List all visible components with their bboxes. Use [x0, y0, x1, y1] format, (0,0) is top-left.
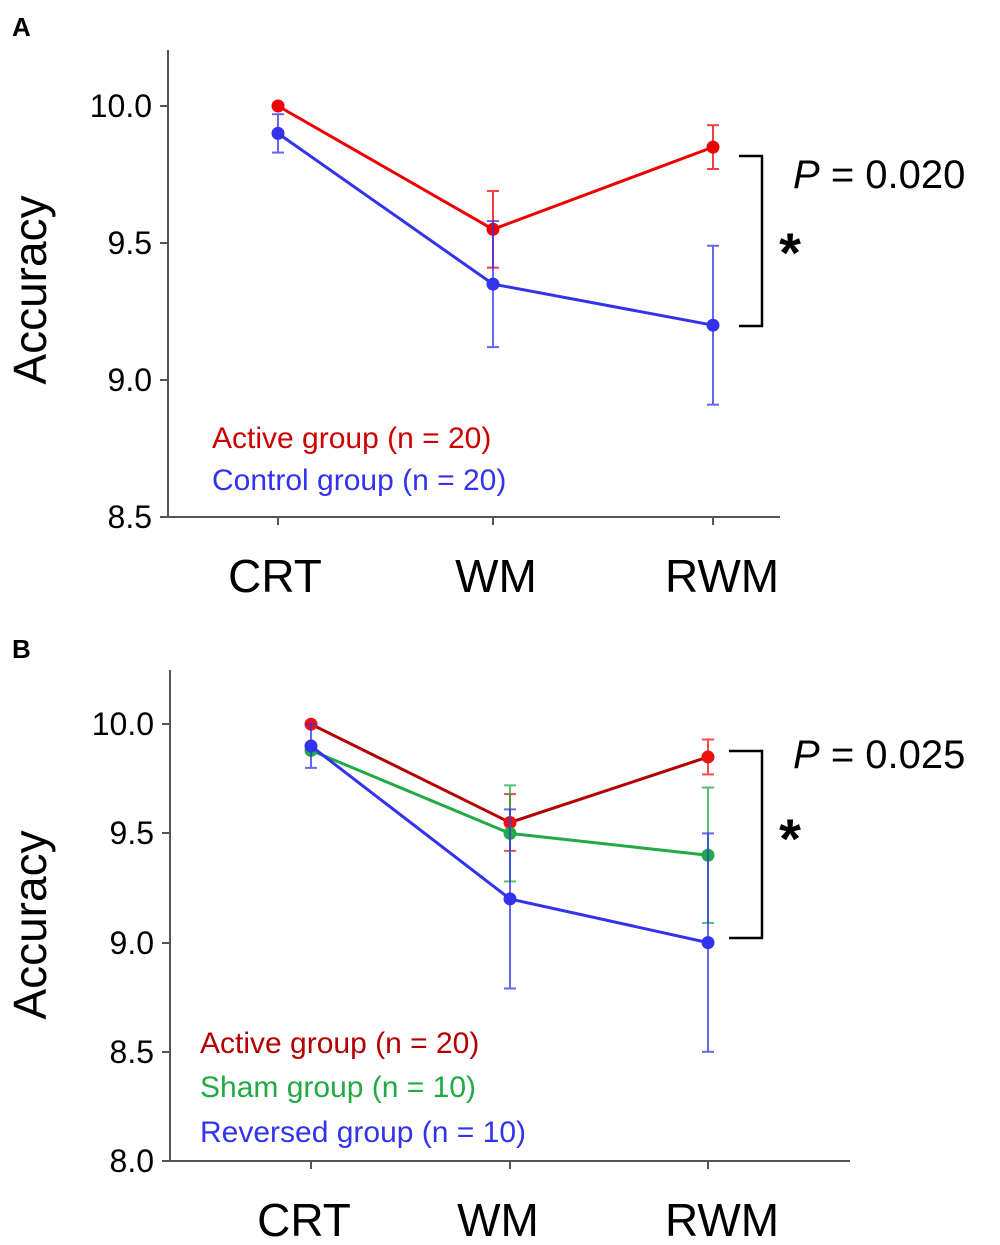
- panel-a-significance: * P = 0.020: [739, 153, 965, 328]
- significance-star: *: [779, 221, 801, 284]
- panel-b-y-axis: 8.0 8.5 9.0 9.5 10.0: [92, 670, 171, 1179]
- panel-a-y-axis: 8.5 9.0 9.5 10.0: [90, 50, 169, 535]
- panel-a-plot-area: [271, 99, 720, 406]
- data-point: [271, 99, 285, 113]
- series-line: [277, 104, 714, 231]
- panel-b-significance: * P = 0.025: [729, 733, 965, 940]
- panel-a-y-axis-label: Accuracy: [4, 195, 56, 384]
- data-point: [271, 126, 285, 140]
- panel-b-ytick-label: 8.0: [110, 1143, 154, 1179]
- panel-b-ytick-label: 10.0: [92, 706, 154, 742]
- panel-a-xtick-label: WM: [455, 550, 537, 602]
- legend-reversed: Reversed group (n = 10): [200, 1116, 526, 1149]
- data-point: [503, 892, 517, 906]
- panel-b-y-axis-label: Accuracy: [4, 830, 56, 1019]
- significance-star: *: [779, 807, 801, 870]
- panel-a-legend: Active group (n = 20) Control group (n =…: [212, 422, 506, 497]
- panel-a-ytick-label: 10.0: [90, 88, 152, 124]
- panel-a-label: A: [12, 12, 31, 42]
- legend-sham: Sham group (n = 10): [200, 1071, 476, 1104]
- panel-b-ytick-label: 9.5: [110, 815, 154, 851]
- panel-b-ytick-label: 8.5: [110, 1034, 154, 1070]
- panel-a-xtick-label: CRT: [228, 550, 322, 602]
- legend-active: Active group (n = 20): [200, 1027, 479, 1060]
- data-point: [701, 936, 715, 950]
- legend-control: Control group (n = 20): [212, 464, 506, 497]
- panel-b-legend: Active group (n = 20) Sham group (n = 10…: [200, 1027, 526, 1149]
- panel-a-series-1: [271, 113, 720, 406]
- data-point: [706, 318, 720, 332]
- significance-bracket: [739, 154, 764, 328]
- p-value-number: = 0.020: [831, 153, 966, 197]
- panel-a-ytick-label: 8.5: [108, 499, 152, 535]
- panel-a-ytick-label: 9.5: [108, 225, 152, 261]
- panel-b-xtick-label: CRT: [257, 1194, 351, 1245]
- p-value: P = 0.020: [793, 153, 965, 197]
- panel-b-xtick-label: RWM: [665, 1194, 779, 1245]
- data-point: [701, 750, 715, 764]
- panel-b-x-axis: CRT WM RWM: [170, 1160, 850, 1245]
- data-point: [486, 277, 500, 291]
- panel-a-x-axis: CRT WM RWM: [168, 516, 780, 602]
- panel-b-label: B: [12, 634, 31, 664]
- panel-b-series-2: [304, 723, 715, 1053]
- panel-a-ytick-label: 9.0: [108, 362, 152, 398]
- panel-a-xtick-label: RWM: [665, 550, 779, 602]
- data-point: [706, 140, 720, 154]
- significance-bracket: [729, 749, 764, 940]
- panel-a: A Accuracy 8.5 9.0 9.5 10.0 CRT WM RWM A…: [4, 12, 965, 602]
- p-symbol: P: [793, 733, 820, 777]
- panel-b-ytick-label: 9.0: [110, 925, 154, 961]
- p-symbol: P: [793, 153, 820, 197]
- p-value-number: = 0.025: [831, 733, 966, 777]
- panel-b-xtick-label: WM: [457, 1194, 539, 1245]
- panel-b-plot-area: [304, 717, 715, 1053]
- p-value: P = 0.025: [793, 733, 965, 777]
- panel-a-series-0: [271, 99, 720, 269]
- panel-b: B Accuracy 8.0 8.5 9.0 9.5 10.0 CRT WM R…: [4, 634, 965, 1245]
- data-point: [304, 739, 318, 753]
- legend-active: Active group (n = 20): [212, 422, 491, 455]
